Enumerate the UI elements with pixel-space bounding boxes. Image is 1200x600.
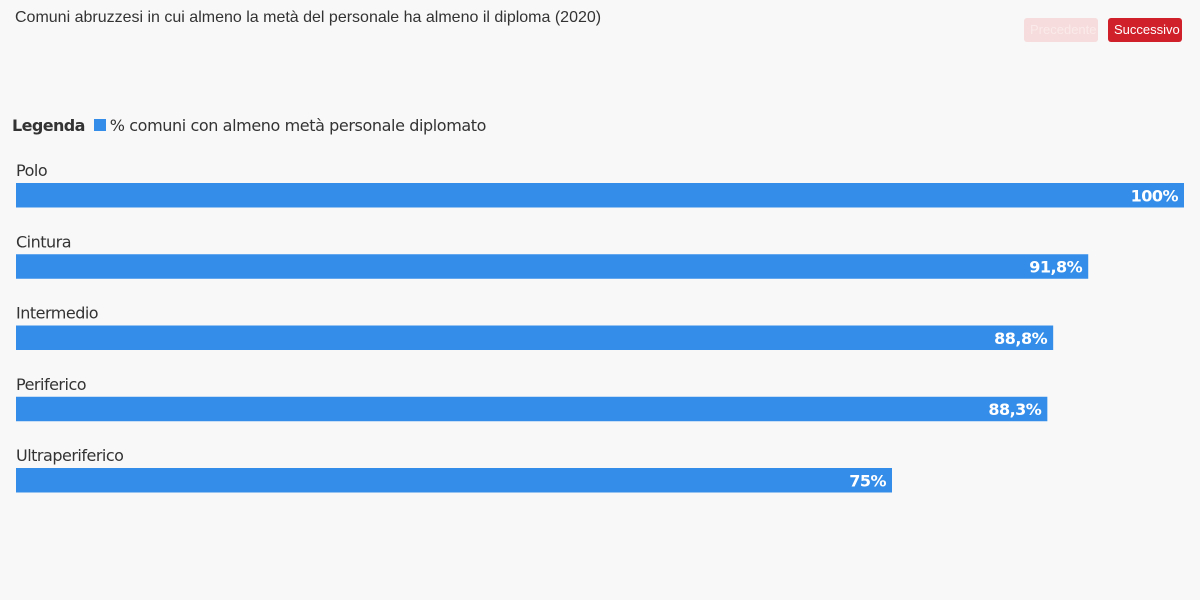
bar-value-label: 100% <box>1131 186 1179 205</box>
category-label: Intermedio <box>16 304 98 323</box>
category-label: Periferico <box>16 375 86 394</box>
bar <box>16 254 1089 279</box>
previous-button[interactable]: Precedente <box>1024 18 1098 42</box>
category-label: Ultraperiferico <box>16 446 123 465</box>
bar <box>16 325 1054 350</box>
category-label: Polo <box>16 161 47 180</box>
bar <box>16 468 892 493</box>
bar-value-label: 88,3% <box>988 400 1041 419</box>
bar <box>16 396 1048 422</box>
chart-title: Comuni abruzzesi in cui almeno la metà d… <box>15 9 602 26</box>
bar-value-label: 91,8% <box>1029 258 1082 277</box>
legend-swatch <box>93 119 106 131</box>
bar <box>16 183 1184 208</box>
legend-label: % comuni con almeno metà personale diplo… <box>109 115 487 135</box>
legend: Legenda % comuni con almeno metà persona… <box>12 113 486 137</box>
legend-title: Legenda <box>12 115 85 135</box>
bar-value-label: 88,8% <box>994 329 1047 348</box>
next-button[interactable]: Successivo <box>1108 18 1182 42</box>
bar-value-label: 75% <box>849 471 886 490</box>
category-label: Cintura <box>16 232 71 251</box>
